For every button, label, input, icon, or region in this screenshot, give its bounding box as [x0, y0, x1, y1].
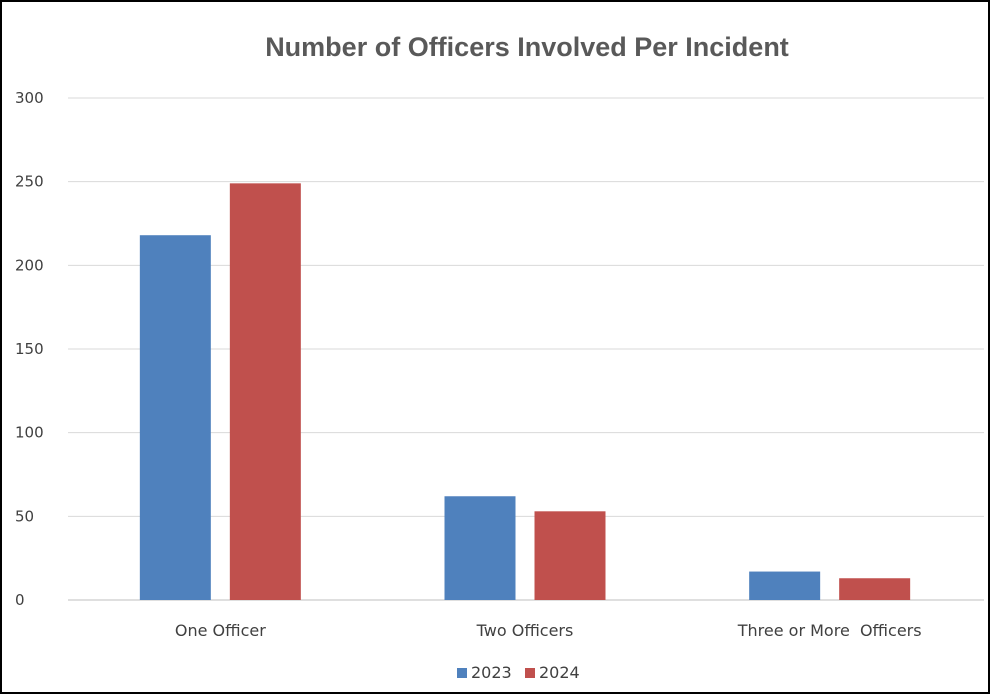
x-category-label: Two Officers — [476, 621, 574, 640]
chart-title: Number of Officers Involved Per Incident — [265, 32, 789, 62]
bar-2023-2 — [444, 496, 516, 600]
bar-2023-1 — [139, 235, 211, 601]
y-tick-label: 200 — [15, 256, 44, 274]
y-axis-tick-labels: 0 50 100 150 200 250 300 — [15, 89, 44, 609]
legend-swatch-2024 — [525, 668, 535, 678]
x-axis-category-labels: One Officer Two Officers Three or More Off… — [175, 621, 922, 640]
y-tick-label: 250 — [15, 173, 44, 191]
bar-2024-1 — [229, 183, 301, 600]
bars — [139, 183, 911, 601]
x-category-label: One Officer — [175, 621, 266, 640]
bar-2024-3 — [839, 578, 911, 600]
bar-2023-3 — [749, 571, 821, 600]
bar-2024-2 — [534, 511, 606, 600]
y-tick-label: 50 — [15, 507, 34, 525]
legend-swatch-2023 — [457, 668, 467, 678]
x-category-label: Three or More Officers — [737, 621, 922, 640]
legend: 2023 2024 — [457, 663, 580, 682]
legend-label-2024: 2024 — [539, 663, 580, 682]
y-tick-label: 150 — [15, 340, 44, 358]
gridlines — [68, 97, 984, 601]
y-tick-label: 0 — [15, 591, 25, 609]
y-tick-label: 300 — [15, 89, 44, 107]
legend-label-2023: 2023 — [471, 663, 512, 682]
y-tick-label: 100 — [15, 424, 44, 442]
